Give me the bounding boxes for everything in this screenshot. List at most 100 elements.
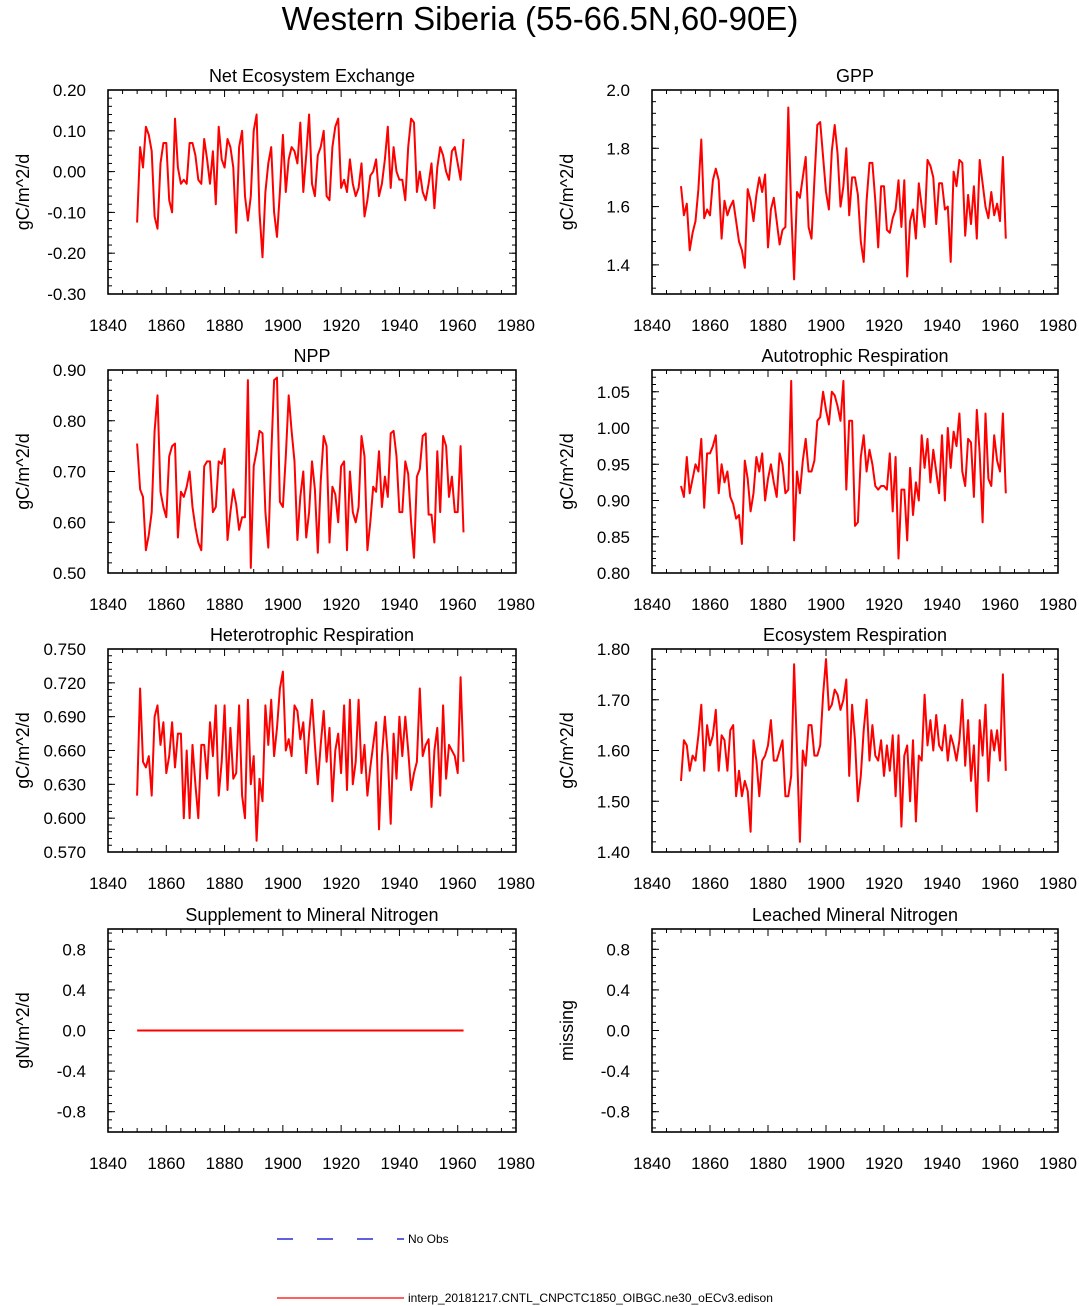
x-tick-label: 1900 <box>807 874 845 893</box>
y-tick-label: 2.0 <box>606 81 630 100</box>
y-tick-label: 0.0 <box>62 1022 86 1041</box>
chart-title: Net Ecosystem Exchange <box>209 66 415 86</box>
legend-obs-label: No Obs <box>408 1232 449 1246</box>
x-tick-label: 1860 <box>147 1154 185 1173</box>
chart-panel: Net Ecosystem Exchange gC/m^2/d 1840 1860 18… <box>13 66 535 335</box>
x-tick-label: 1860 <box>147 595 185 614</box>
chart-panel: NPP gC/m^2/d 1840 1860 1880 1900 1920 1940 1960 1… <box>13 346 535 614</box>
x-tick-label: 1880 <box>206 316 244 335</box>
x-tick-label: 1960 <box>981 1154 1019 1173</box>
x-tick-label: 1860 <box>147 874 185 893</box>
y-tick-label: -0.4 <box>57 1062 86 1081</box>
chart-title: Supplement to Mineral Nitrogen <box>185 905 438 925</box>
x-tick-label: 1900 <box>264 874 302 893</box>
x-tick-label: 1900 <box>264 316 302 335</box>
plot-frame <box>651 648 1059 853</box>
x-tick-label: 1940 <box>381 874 419 893</box>
x-tick-label: 1840 <box>633 316 671 335</box>
x-tick-label: 1920 <box>322 874 360 893</box>
series-line <box>680 658 1007 843</box>
y-tick-label: 0.00 <box>53 163 86 182</box>
x-tick-label: 1980 <box>497 874 535 893</box>
y-axis-label: gC/m^2/d <box>13 433 33 509</box>
panels: Net Ecosystem Exchange gC/m^2/d 1840 1860 18… <box>13 66 1077 1173</box>
x-tick-label: 1900 <box>807 595 845 614</box>
series-line <box>680 106 1007 281</box>
y-tick-label: 0.70 <box>53 463 86 482</box>
y-tick-label: 1.00 <box>597 419 630 438</box>
y-tick-label: 1.70 <box>597 691 630 710</box>
x-tick-label: 1940 <box>923 874 961 893</box>
y-tick-label: 0.95 <box>597 455 630 474</box>
figure-title: Western Siberia (55-66.5N,60-90E) <box>282 0 799 37</box>
y-tick-label: 1.4 <box>606 256 630 275</box>
x-tick-label: 1920 <box>865 1154 903 1173</box>
y-tick-label: 0.4 <box>62 981 86 1000</box>
x-tick-label: 1920 <box>322 595 360 614</box>
chart-title: NPP <box>293 346 330 366</box>
y-tick-label: -0.8 <box>57 1103 86 1122</box>
x-tick-label: 1960 <box>439 595 477 614</box>
x-tick-label: 1900 <box>264 595 302 614</box>
x-tick-label: 1980 <box>1039 595 1077 614</box>
chart-panel: Heterotrophic Respiration gC/m^2/d 1840 186… <box>13 625 535 893</box>
plot-frame <box>107 928 517 1133</box>
x-tick-label: 1840 <box>633 595 671 614</box>
x-tick-label: 1900 <box>807 316 845 335</box>
chart-title: Heterotrophic Respiration <box>210 625 414 645</box>
x-tick-label: 1880 <box>749 874 787 893</box>
x-tick-label: 1860 <box>691 874 729 893</box>
y-tick-label: 1.40 <box>597 843 630 862</box>
y-tick-label: 0.630 <box>43 775 86 794</box>
y-tick-label: 0.90 <box>597 492 630 511</box>
x-tick-label: 1920 <box>322 316 360 335</box>
plot-frame <box>651 89 1059 295</box>
plot-frame <box>651 369 1059 574</box>
y-tick-label: -0.8 <box>601 1103 630 1122</box>
x-tick-label: 1960 <box>981 595 1019 614</box>
x-tick-label: 1860 <box>691 595 729 614</box>
chart-title: GPP <box>836 66 874 86</box>
x-tick-label: 1940 <box>923 316 961 335</box>
chart-title: Autotrophic Respiration <box>761 346 948 366</box>
x-tick-label: 1980 <box>1039 874 1077 893</box>
x-tick-label: 1840 <box>89 1154 127 1173</box>
y-tick-label: 1.80 <box>597 640 630 659</box>
y-tick-label: 0.50 <box>53 564 86 583</box>
y-axis-label: missing <box>557 1000 577 1061</box>
x-tick-label: 1960 <box>439 316 477 335</box>
chart-title: Ecosystem Respiration <box>763 625 947 645</box>
x-tick-label: 1980 <box>497 316 535 335</box>
y-axis-label: gC/m^2/d <box>13 154 33 230</box>
y-tick-label: 0.660 <box>43 742 86 761</box>
x-tick-label: 1880 <box>749 1154 787 1173</box>
chart-panel: Ecosystem Respiration gC/m^2/d 1840 1860 188… <box>557 625 1077 893</box>
x-tick-label: 1860 <box>691 1154 729 1173</box>
x-tick-label: 1880 <box>206 874 244 893</box>
plot-frame <box>107 648 517 853</box>
x-tick-label: 1900 <box>807 1154 845 1173</box>
y-tick-label: 0.690 <box>43 708 86 727</box>
chart-title: Leached Mineral Nitrogen <box>752 905 958 925</box>
y-tick-label: 0.10 <box>53 122 86 141</box>
x-tick-label: 1960 <box>981 874 1019 893</box>
y-tick-label: 0.90 <box>53 361 86 380</box>
x-tick-label: 1940 <box>381 1154 419 1173</box>
x-tick-label: 1840 <box>633 1154 671 1173</box>
x-tick-label: 1840 <box>89 595 127 614</box>
x-tick-label: 1860 <box>147 316 185 335</box>
x-tick-label: 1840 <box>633 874 671 893</box>
x-tick-label: 1940 <box>381 595 419 614</box>
y-tick-label: 0.60 <box>53 513 86 532</box>
y-tick-label: 0.570 <box>43 843 86 862</box>
x-tick-label: 1900 <box>264 1154 302 1173</box>
x-tick-label: 1940 <box>381 316 419 335</box>
y-tick-label: 1.6 <box>606 198 630 217</box>
y-tick-label: 0.4 <box>606 981 630 1000</box>
y-axis-label: gC/m^2/d <box>557 712 577 788</box>
y-tick-label: 0.20 <box>53 81 86 100</box>
x-tick-label: 1940 <box>923 595 961 614</box>
x-tick-label: 1980 <box>497 595 535 614</box>
y-tick-label: 0.0 <box>606 1022 630 1041</box>
